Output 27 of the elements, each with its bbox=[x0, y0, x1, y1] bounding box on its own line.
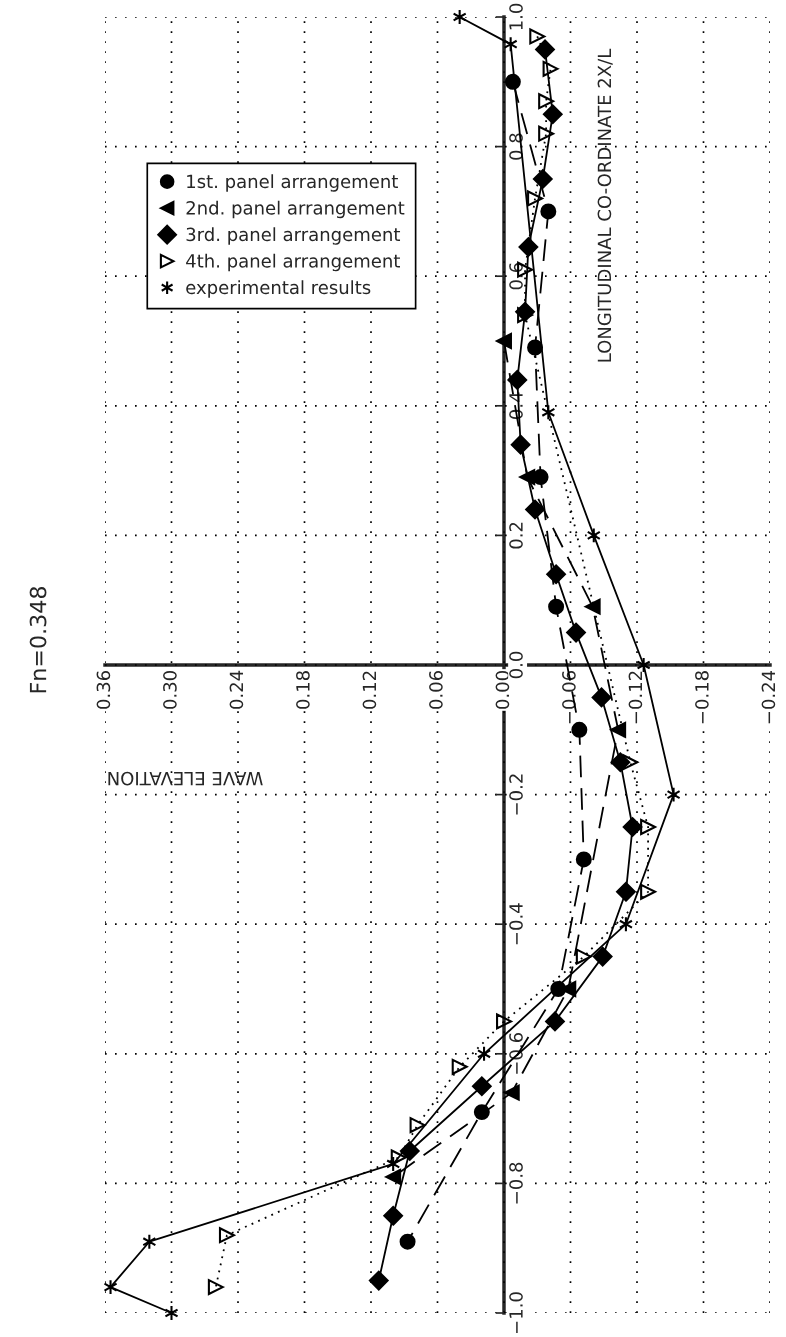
y-tick-label: −0.8 bbox=[509, 1162, 523, 1204]
y-tick-label: 1.0 bbox=[509, 3, 523, 30]
y-tick-label: 0.2 bbox=[509, 522, 523, 549]
y-tick-label: 0.0 bbox=[509, 651, 523, 679]
x-tick-label: −0.24 bbox=[761, 670, 776, 724]
text: Fn=0.348 bbox=[29, 586, 47, 693]
legend-label: 2nd. panel arrangement bbox=[186, 200, 405, 219]
legend-label: 3rd. panel arrangement bbox=[186, 227, 401, 245]
x-tick-label: 0.18 bbox=[296, 671, 310, 709]
legend-label: experimental results bbox=[186, 280, 371, 298]
x-tick-label: −0.18 bbox=[695, 671, 709, 724]
y-tick-label: −0.4 bbox=[509, 903, 523, 945]
x-tick-label: 0.24 bbox=[229, 670, 244, 709]
legend-label: 1st. panel arrangement bbox=[187, 174, 398, 192]
y-tick-label: −0.2 bbox=[509, 774, 523, 815]
legend-label: 4th. panel arrangement bbox=[186, 253, 400, 272]
x-tick-label: 0.12 bbox=[362, 671, 377, 709]
y-tick-label: −0.6 bbox=[509, 1033, 523, 1074]
x-tick-label: 0.06 bbox=[429, 671, 443, 709]
x-tick-label: −0.12 bbox=[628, 671, 643, 724]
y-axis-title: LONGITUDINAL CO-ORDINATE 2X/L bbox=[597, 48, 613, 362]
x-tick-label: 0.36 bbox=[96, 671, 111, 709]
y-tick-label: −1.0 bbox=[509, 1292, 523, 1334]
x-tick-label: 0.30 bbox=[163, 671, 177, 709]
x-tick-label: 0.00 bbox=[495, 671, 510, 709]
x-axis-title: WAVE ELEVATION bbox=[108, 771, 263, 786]
x-tick-label: −0.06 bbox=[562, 671, 576, 724]
